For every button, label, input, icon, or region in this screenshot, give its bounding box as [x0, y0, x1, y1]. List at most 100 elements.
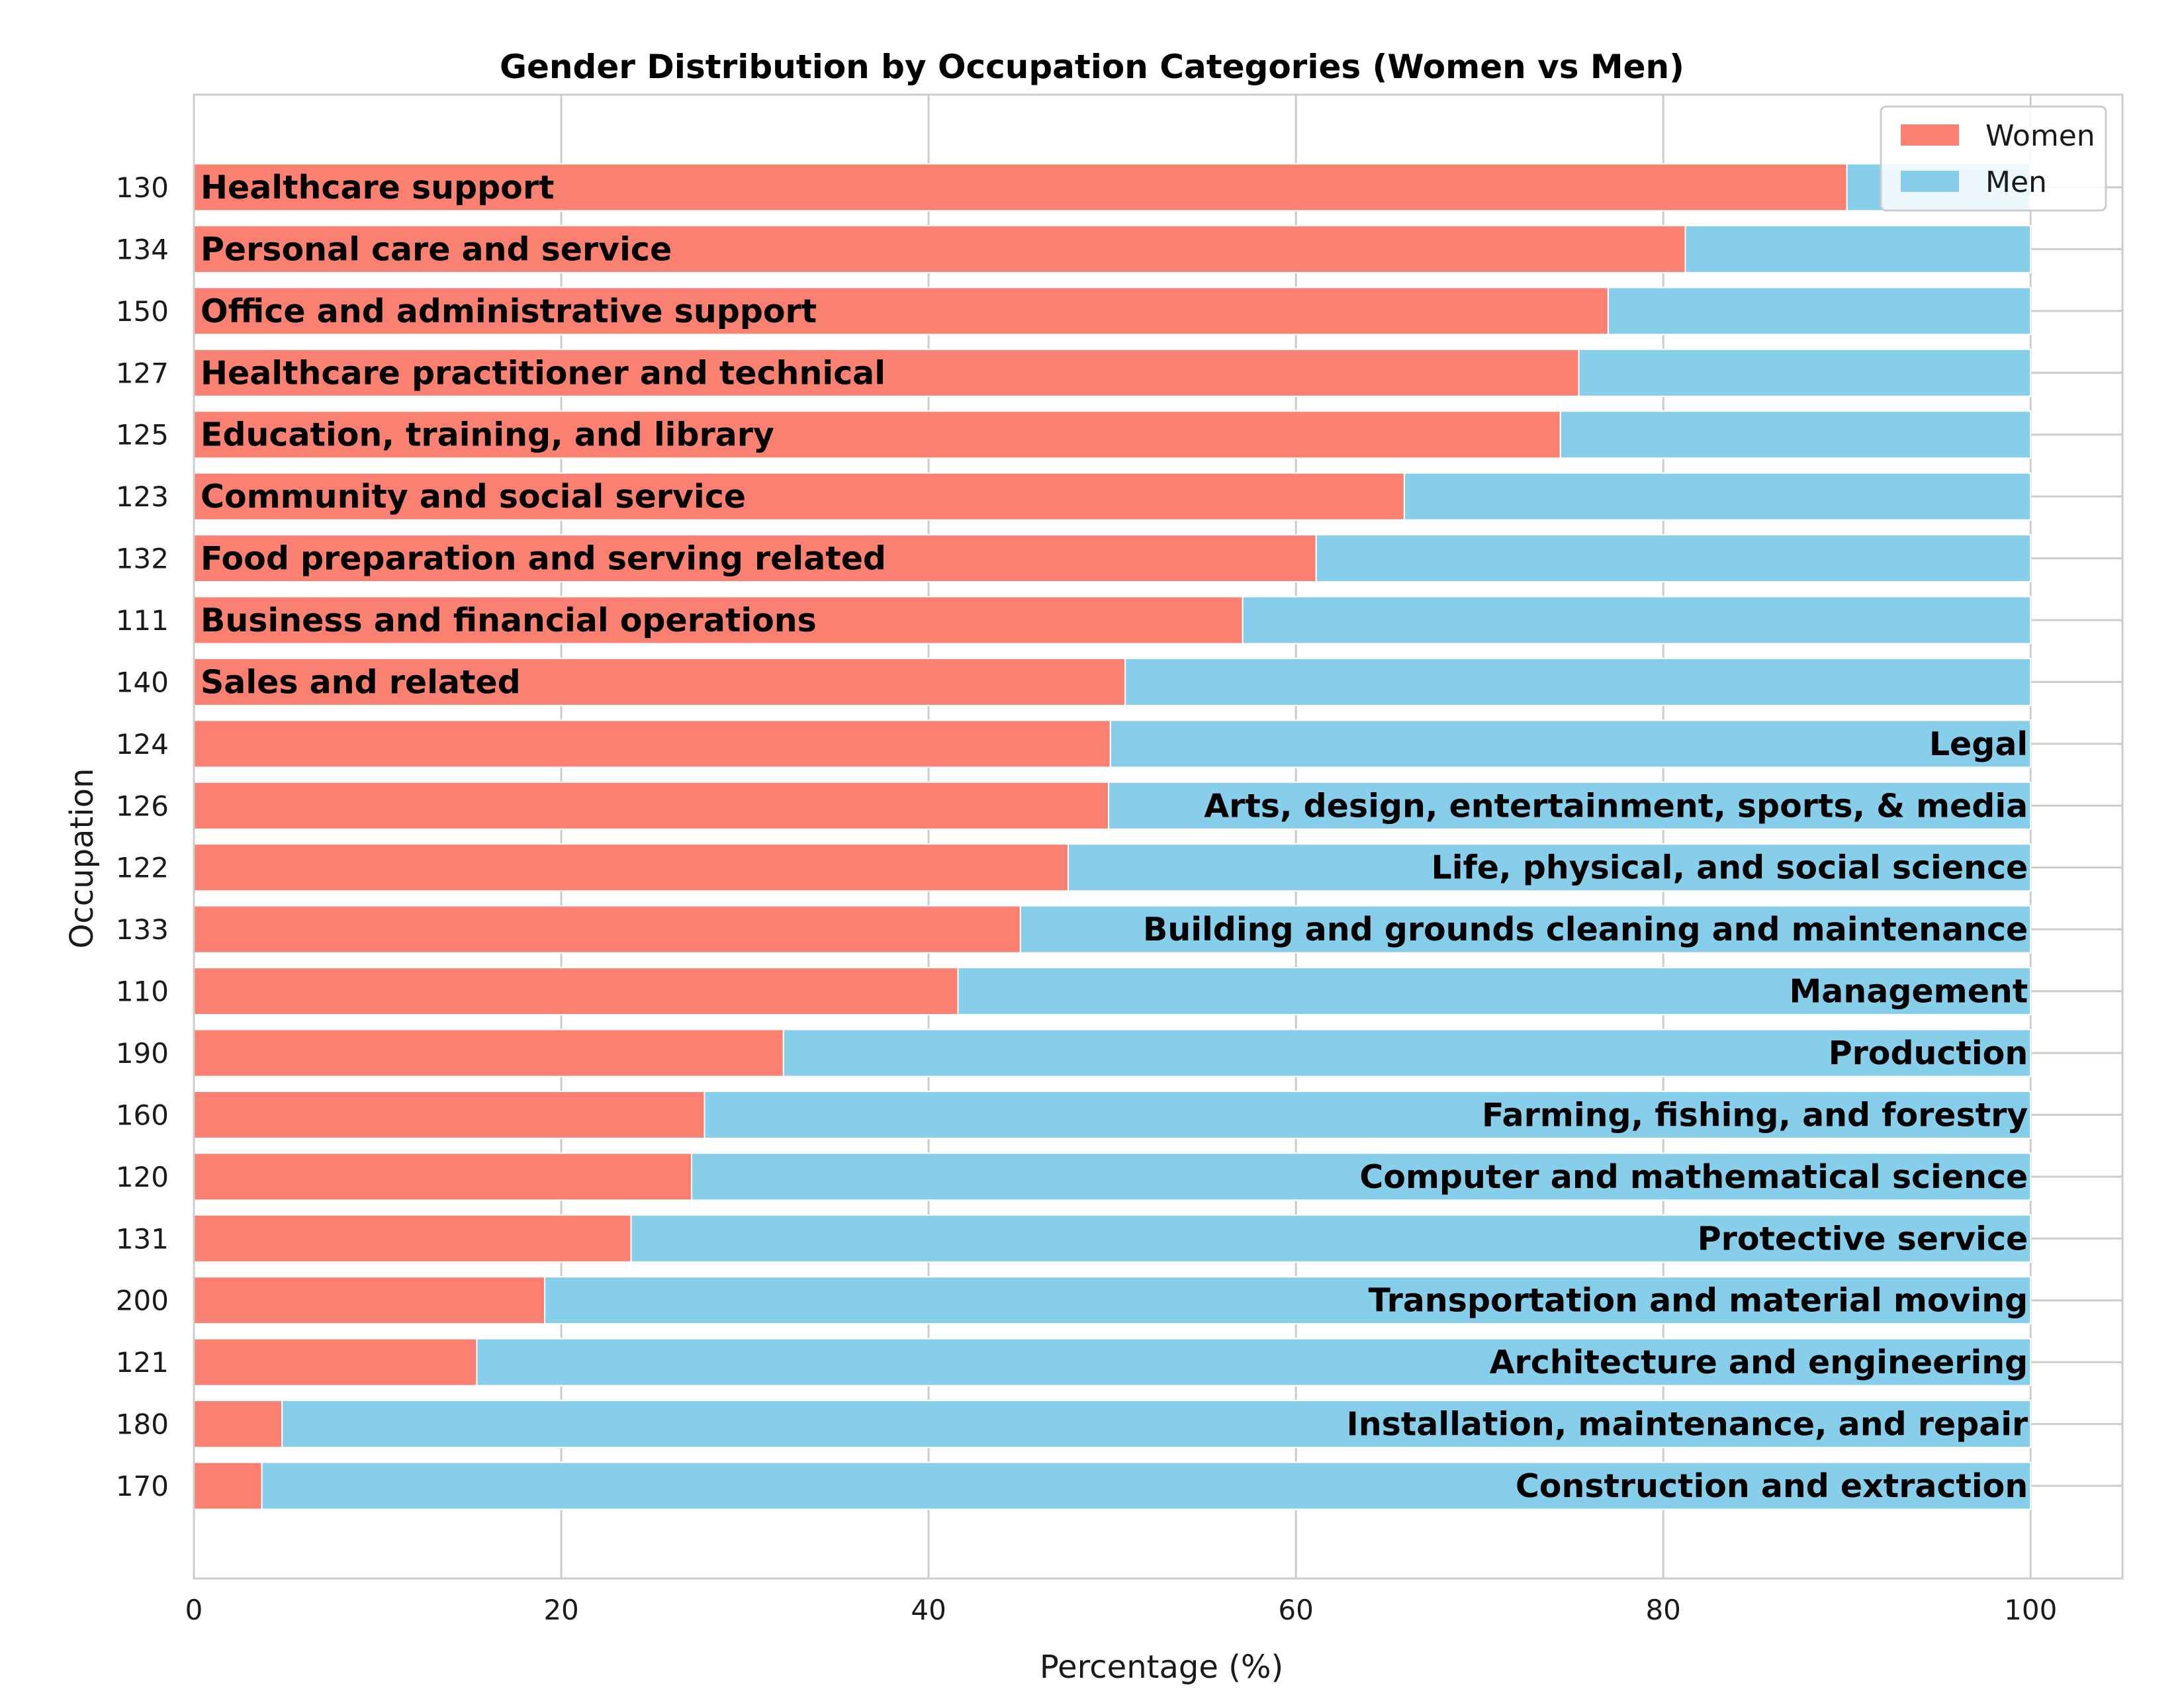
bar-men	[957, 967, 2032, 1016]
bar-women	[193, 1028, 784, 1077]
y-tick-label: 122	[116, 852, 169, 884]
bar-women	[193, 1090, 705, 1139]
y-tick-label: 131	[116, 1222, 169, 1255]
bar-women	[193, 224, 1686, 273]
bar-label: Legal	[1929, 725, 2028, 763]
bar-men	[1068, 843, 2032, 892]
legend-label-women: Women	[1985, 119, 2095, 153]
legend: Women Men	[1880, 105, 2107, 212]
bar-label: Personal care and service	[201, 230, 672, 268]
y-tick-label: 140	[116, 666, 169, 698]
bar-label: Sales and related	[201, 663, 521, 701]
bar-label: Building and grounds cleaning and mainte…	[1143, 911, 2028, 948]
x-tick-label: 20	[543, 1594, 578, 1626]
y-tick-label: 160	[116, 1099, 169, 1131]
bar-layer	[193, 163, 2032, 1510]
bar-women	[193, 1276, 546, 1325]
x-axis-label: Percentage (%)	[1040, 1649, 1283, 1686]
legend-label-men: Men	[1985, 165, 2047, 199]
y-tick-label: 200	[116, 1285, 169, 1317]
bar-label: Life, physical, and social science	[1431, 849, 2028, 887]
bar-label: Transportation and material moving	[1369, 1282, 2028, 1320]
y-tick-label: 190	[116, 1037, 169, 1070]
bar-men	[691, 1152, 2032, 1201]
y-tick-label: 121	[116, 1346, 169, 1379]
bar-men	[1684, 224, 2032, 273]
bar-women	[193, 905, 1021, 954]
bar-men	[476, 1338, 2032, 1387]
y-tick-label: 132	[116, 543, 169, 575]
bar-men	[1109, 719, 2032, 768]
x-tick-label: 0	[185, 1594, 203, 1626]
y-tick-label: 110	[116, 976, 169, 1008]
bar-men	[1559, 410, 2032, 459]
bar-label: Education, training, and library	[201, 416, 774, 454]
bar-women	[193, 719, 1111, 768]
bar-label: Computer and mathematical science	[1359, 1158, 2028, 1196]
x-tick-label: 80	[1645, 1594, 1680, 1626]
x-tick-label: 100	[2004, 1594, 2057, 1626]
y-tick-label: 133	[116, 913, 169, 946]
bar-men	[1607, 287, 2032, 336]
bar-women	[193, 1152, 693, 1201]
bar-men	[281, 1400, 2032, 1449]
y-tick-label: 120	[116, 1161, 169, 1193]
bar-women	[193, 1338, 478, 1387]
bar-label-layer: Healthcare support Personal care and serv…	[201, 169, 2028, 1505]
y-tick-label: 111	[116, 604, 169, 637]
bar-women	[193, 163, 1848, 212]
bar-label: Office and administrative support	[201, 293, 817, 330]
bar-label: Production	[1829, 1034, 2028, 1072]
legend-swatch-men	[1901, 171, 1959, 192]
bar-men	[544, 1276, 2032, 1325]
y-tick-label: 124	[116, 728, 169, 760]
bar-men	[261, 1461, 2032, 1510]
bar-label: Community and social service	[201, 478, 746, 516]
y-tick-label: 134	[116, 233, 169, 265]
bar-men	[1578, 348, 2032, 397]
tick-layer: 0 20 40 60 80 100 130 134 150 127 125 123 132 111 140 1…	[116, 171, 2057, 1626]
bar-women	[193, 843, 1069, 892]
bar-women	[193, 1214, 632, 1263]
bar-men	[1315, 534, 2032, 583]
y-tick-label: 180	[116, 1408, 169, 1441]
bar-women	[193, 967, 959, 1016]
bar-men	[1108, 781, 2032, 830]
y-tick-label: 170	[116, 1470, 169, 1502]
y-tick-label: 126	[116, 790, 169, 822]
legend-swatch-women	[1901, 124, 1959, 146]
bar-men	[1403, 472, 2032, 521]
bar-men	[782, 1028, 2032, 1077]
bar-label: Healthcare support	[201, 169, 554, 206]
bar-men	[1019, 905, 2032, 954]
bar-men	[1242, 596, 2032, 645]
bar-men	[630, 1214, 2032, 1263]
bar-men	[704, 1090, 2032, 1139]
y-tick-label: 125	[116, 419, 169, 451]
bar-label: Healthcare practitioner and technical	[201, 354, 886, 392]
bar-label: Food preparation and serving related	[201, 540, 886, 578]
bar-women	[193, 410, 1561, 459]
bar-women	[193, 1400, 283, 1449]
y-tick-label: 123	[116, 480, 169, 513]
bar-label: Arts, design, entertainment, sports, & m…	[1204, 787, 2028, 825]
x-tick-label: 60	[1278, 1594, 1313, 1626]
y-tick-label: 130	[116, 171, 169, 204]
chart-title: Gender Distribution by Occupation Catego…	[500, 48, 1684, 86]
plot-frame	[193, 93, 2124, 1580]
y-tick-label: 127	[116, 357, 169, 389]
y-axis-label: Occupation	[64, 768, 101, 949]
bar-label: Management	[1790, 973, 2028, 1011]
bar-label: Architecture and engineering	[1490, 1344, 2028, 1381]
x-tick-label: 40	[911, 1594, 946, 1626]
bar-label: Construction and extraction	[1516, 1467, 2028, 1505]
bar-women	[193, 287, 1609, 336]
bar-label: Farming, fishing, and forestry	[1482, 1096, 2028, 1134]
bar-women	[193, 348, 1580, 397]
bar-men	[1124, 657, 2032, 706]
bar-label: Business and financial operations	[201, 602, 817, 639]
bar-women	[193, 781, 1110, 830]
bar-label: Installation, maintenance, and repair	[1347, 1406, 2029, 1443]
